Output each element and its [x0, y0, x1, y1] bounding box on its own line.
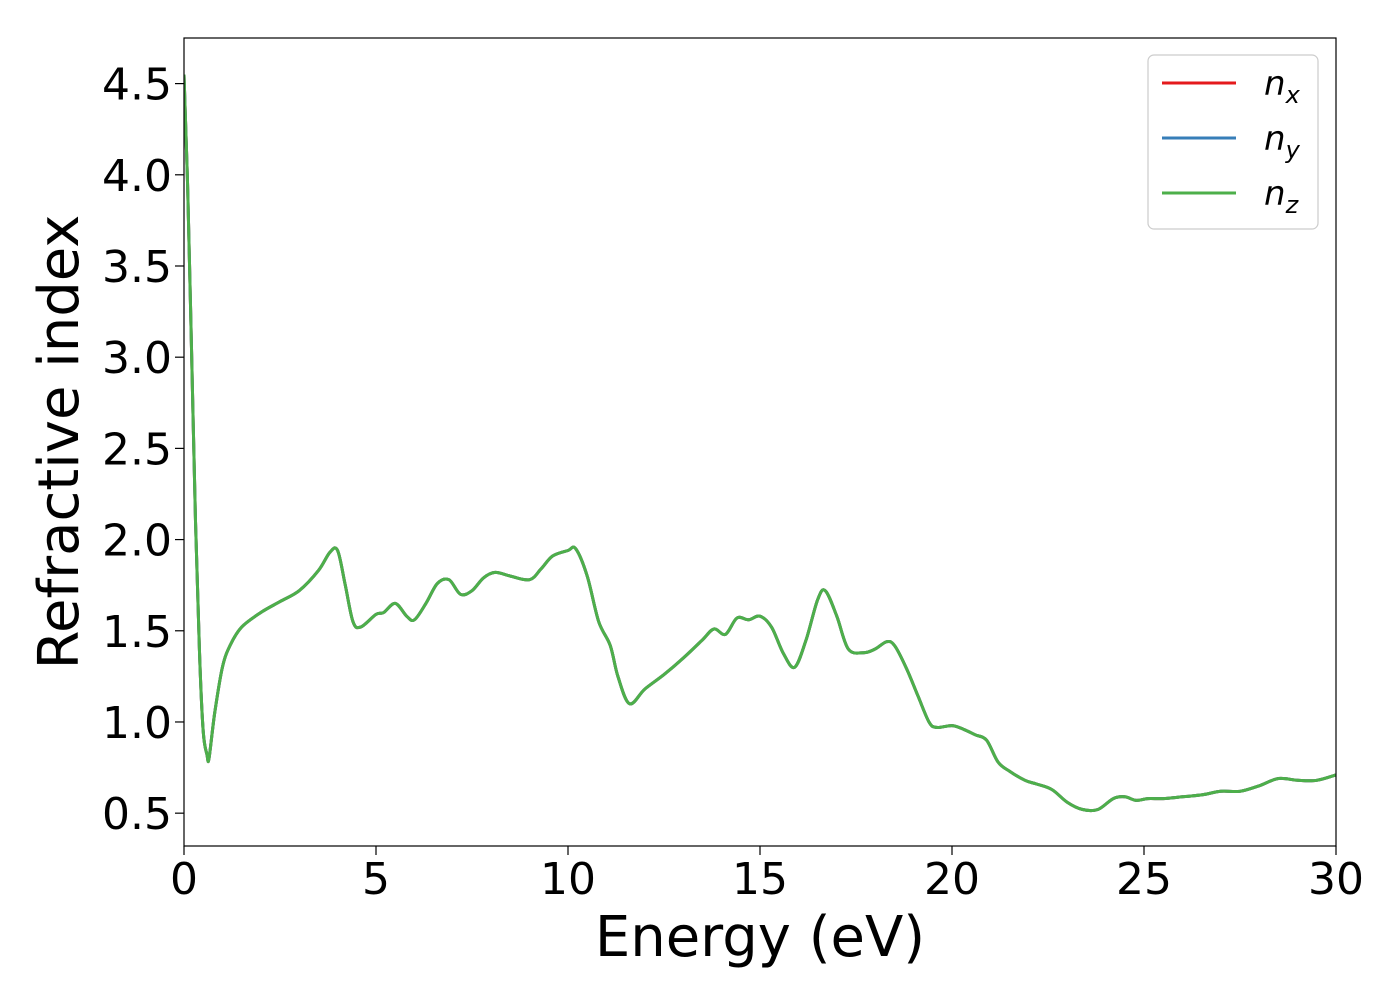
y-tick-label: 1.5: [102, 607, 172, 658]
y-tick-label: 1.0: [102, 698, 172, 749]
y-tick-label: 4.0: [102, 151, 172, 202]
x-tick-label: 25: [1116, 854, 1172, 905]
x-axis-title: Energy (eV): [595, 905, 925, 970]
y-tick-label: 0.5: [102, 789, 172, 840]
plot-background: [184, 38, 1336, 846]
y-axis: 0.5 1.0 1.5 2.0 2.5 3.0 3.5 4.0 4.5: [102, 60, 184, 840]
legend-label-n-x: nx: [1264, 64, 1301, 109]
legend-box: [1147, 54, 1319, 230]
y-tick-label: 2.5: [102, 424, 172, 475]
legend-label-n-y: ny: [1264, 119, 1301, 164]
x-tick-label: 5: [362, 854, 390, 905]
x-tick-label: 10: [540, 854, 596, 905]
x-tick-label: 15: [732, 854, 788, 905]
series-line-n-z: [184, 74, 1336, 813]
y-axis-title: Refractive index: [27, 215, 92, 670]
x-tick-label: 30: [1308, 854, 1364, 905]
series-lines: [184, 74, 1336, 813]
x-axis: 0 5 10 15 20 25 30: [170, 846, 1364, 905]
y-tick-label: 3.0: [102, 333, 172, 384]
x-tick-label: 20: [924, 854, 980, 905]
y-tick-label: 3.5: [102, 242, 172, 293]
y-tick-label: 2.0: [102, 516, 172, 567]
x-tick-label: 0: [170, 854, 198, 905]
legend: nx ny nz: [1147, 54, 1319, 230]
legend-label-n-z: nz: [1264, 174, 1300, 219]
y-tick-label: 4.5: [102, 60, 172, 111]
